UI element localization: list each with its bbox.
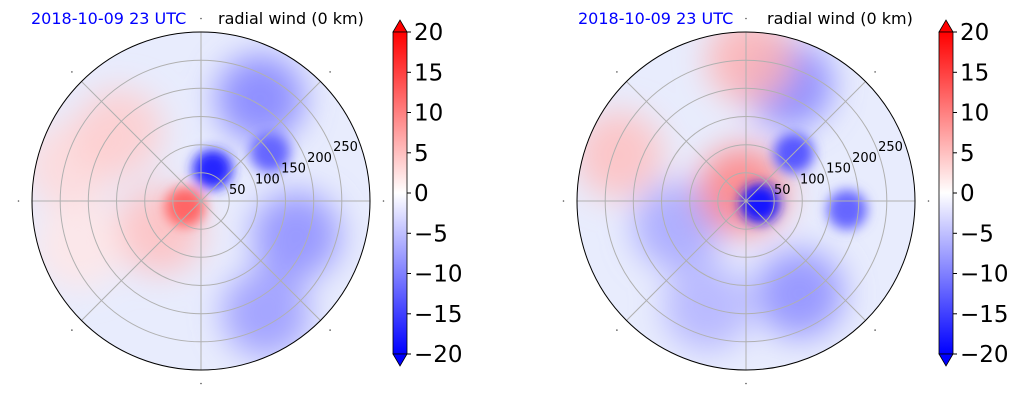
colorbar-tick-label-0: 20 [414,20,443,46]
polar-panel-right: 2018-10-09 23 UTC radial wind (0 km) 501… [562,9,1009,385]
radial-tick-label-50: 50 [229,183,246,198]
radial-tick-label-250: 250 [333,140,358,155]
colorbar-tick-label-2: 10 [414,101,443,127]
field-feature-4 [221,269,310,358]
angular-gridline-225 [81,200,202,321]
colorbar-tick-label-6: −15 [960,302,1009,328]
colorbar-left: 20 15 10 5 0 −10 −15 −20 −5 [392,19,463,368]
colorbar-extend-top [392,19,408,33]
angular-gridline-45 [200,81,321,202]
radial-tick-label-200: 200 [852,151,877,166]
angular-tick-dot-180 [17,200,20,202]
colorbar-extend-bottom [938,353,954,367]
polar-grid-right [577,32,915,370]
polar-panel-left: 2018-10-09 23 UTC radial wind (0 km) 501… [17,9,463,385]
colorbar-tick-label-5: −10 [414,262,463,288]
colorbar-right: 20 15 10 5 0 −10 −15 −20 −5 [938,19,1009,368]
colorbar-tick-label-3: 5 [960,141,975,167]
radial-tick-label-200: 200 [307,151,332,166]
angular-tick-dot-315 [329,329,331,331]
angular-tick-dot-45 [329,71,331,73]
field-feature-0 [739,183,780,224]
radial-tick-label-250: 250 [878,140,903,155]
field-feature-8 [75,88,163,177]
angular-tick-dot-180 [562,200,565,202]
radial-tick-label-100: 100 [800,172,825,187]
angular-gridline-315 [745,200,866,321]
radial-tick-label-150: 150 [826,162,851,177]
colorbar-tick-label-1: 15 [414,60,443,86]
field-layer-left [32,54,341,358]
field-feature-9 [35,201,124,290]
colorbar-bar [938,31,954,355]
colorbar-tick-label-3: 5 [414,141,429,167]
angular-gridline-135 [626,81,747,202]
panel-title-right-field: radial wind (0 km) [767,9,913,28]
angular-tick-dot-315 [874,329,876,331]
panel-title-left-field: radial wind (0 km) [218,9,364,28]
colorbar-extend-top [938,19,954,33]
polar-frame-right [576,31,916,371]
angular-tick-dot-90 [745,17,747,20]
field-feature-5 [165,186,206,227]
colorbar-tick-label-1: 15 [960,60,989,86]
angular-tick-dot-90 [200,17,202,20]
field-feature-2 [216,54,305,143]
radial-tick-label-150: 150 [281,162,306,177]
polar-frame-left [31,31,371,371]
angular-gridline-135 [81,81,202,202]
colorbar-extend-bottom [392,353,408,367]
colorbar-tick-label-7: −20 [960,342,1009,368]
angular-gridline-225 [626,200,747,321]
angular-tick-dot-45 [874,71,876,73]
colorbar-tick-label-minus5: −5 [414,221,448,247]
colorbar-tick-label-2: 10 [960,101,989,127]
colorbar-tick-label-4: 0 [960,181,975,207]
colorbar-tick-label-5: −10 [960,262,1009,288]
radial-tick-label-100: 100 [255,172,280,187]
angular-tick-marks-right [562,17,930,385]
radial-tick-label-50: 50 [774,183,791,198]
field-feature-3 [252,191,341,280]
angular-tick-marks-left [17,17,385,385]
angular-gridline-315 [200,200,321,321]
colorbar-bar [392,31,408,355]
polar-plot-area [577,32,915,370]
angular-gridline-45 [745,81,866,202]
panel-title-left-date: 2018-10-09 23 UTC [31,9,186,28]
field-feature-2 [827,189,867,230]
colorbar-tick-label-0: 20 [960,20,989,46]
colorbar-tick-label-6: −15 [414,302,463,328]
polar-grid-left [32,32,370,370]
field-feature-4 [755,249,844,338]
field-feature-0 [192,149,233,190]
colorbar-tick-label-7: −20 [414,342,463,368]
panel-title-right-date: 2018-10-09 23 UTC [578,9,733,28]
angular-tick-dot-135 [71,71,73,73]
colorbar-tick-label-minus5: −5 [960,221,994,247]
field-feature-9 [577,110,663,199]
angular-tick-dot-270 [200,382,202,385]
angular-tick-dot-225 [71,329,73,331]
angular-tick-dot-135 [616,71,618,73]
colorbar-tick-label-4: 0 [414,181,429,207]
angular-tick-dot-0 [927,200,930,202]
angular-tick-dot-225 [616,329,618,331]
angular-tick-dot-270 [745,382,747,385]
angular-tick-dot-0 [382,200,385,202]
polar-plot-area [32,32,370,370]
